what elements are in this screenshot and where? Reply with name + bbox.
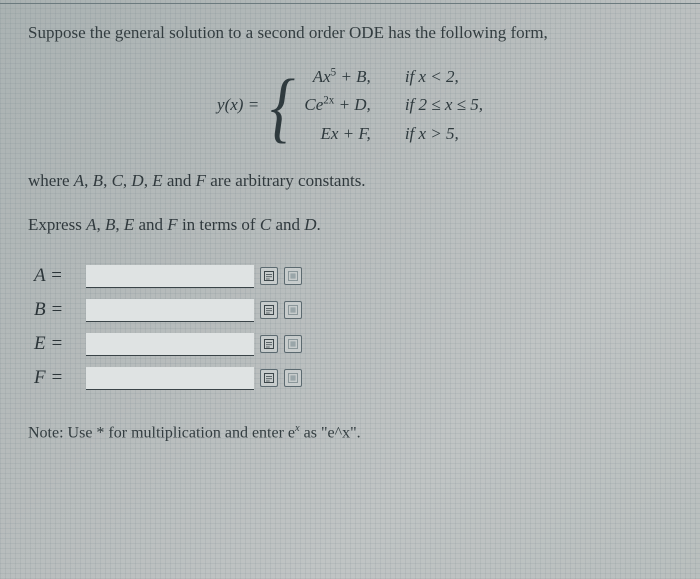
question-body: Suppose the general solution to a second…: [0, 0, 700, 459]
help-icon[interactable]: [284, 335, 302, 353]
preview-icon[interactable]: [260, 267, 278, 285]
help-icon[interactable]: [284, 301, 302, 319]
answer-row-e: E =: [34, 327, 672, 361]
answer-row-a: A =: [34, 259, 672, 293]
preview-icon[interactable]: [260, 369, 278, 387]
preview-icon[interactable]: [260, 301, 278, 319]
answer-label-e: E =: [34, 330, 86, 359]
help-icon[interactable]: [284, 369, 302, 387]
left-brace: {: [270, 68, 295, 146]
piecewise-equation: y(x) = { Ax5 + B, if x < 2, Ce2x + D, if…: [28, 64, 672, 147]
prompt-text: Suppose the general solution to a second…: [28, 20, 672, 46]
answer-input-a[interactable]: [86, 265, 254, 288]
case-expr-0: Ax5 + B,: [304, 64, 370, 90]
top-border: [0, 0, 700, 4]
answer-input-e[interactable]: [86, 333, 254, 356]
answer-row-f: F =: [34, 361, 672, 395]
preview-icon[interactable]: [260, 335, 278, 353]
help-icon[interactable]: [284, 267, 302, 285]
case-expr-2: Ex + F,: [304, 121, 370, 147]
answer-input-f[interactable]: [86, 367, 254, 390]
answers-block: A = B = E =: [34, 259, 672, 395]
answer-input-b[interactable]: [86, 299, 254, 322]
case-cond-1: if 2 ≤ x ≤ 5,: [405, 92, 483, 118]
case-cond-0: if x < 2,: [405, 64, 483, 90]
answer-label-a: A =: [34, 262, 86, 291]
equation-cases: Ax5 + B, if x < 2, Ce2x + D, if 2 ≤ x ≤ …: [304, 64, 483, 147]
express-text: Express A, B, E and F in terms of C and …: [28, 212, 672, 238]
where-text: where A, B, C, D, E and F are arbitrary …: [28, 168, 672, 194]
case-expr-1: Ce2x + D,: [304, 92, 370, 118]
equation-lhs: y(x) =: [217, 92, 259, 118]
answer-label-f: F =: [34, 364, 86, 393]
answer-label-b: B =: [34, 296, 86, 325]
case-cond-2: if x > 5,: [405, 121, 483, 147]
answer-row-b: B =: [34, 293, 672, 327]
note-text: Note: Use * for multiplication and enter…: [28, 421, 672, 445]
